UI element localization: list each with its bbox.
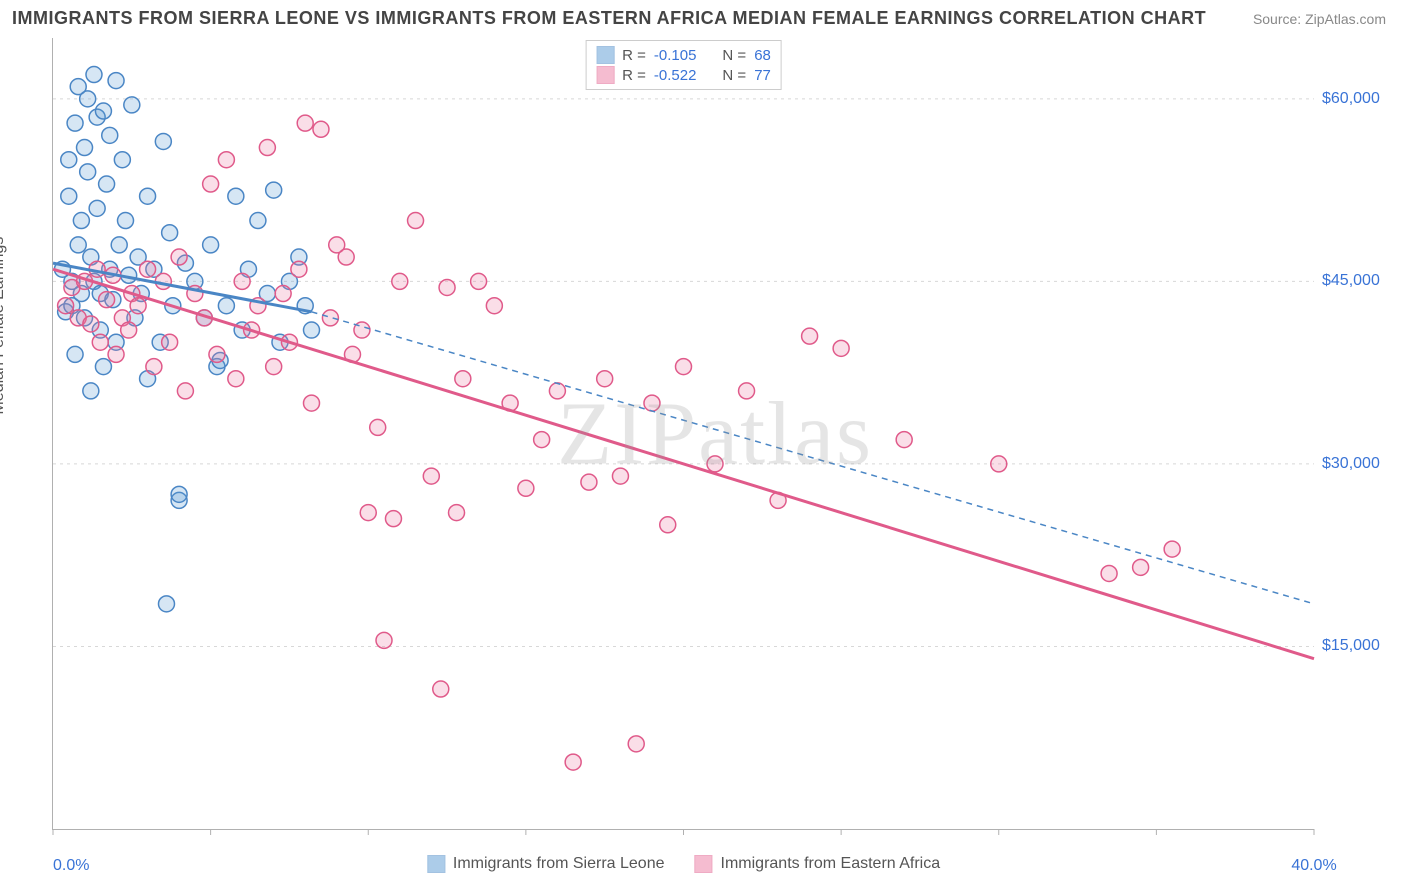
x-max-label: 40.0%: [1291, 857, 1336, 875]
swatch-icon: [596, 46, 614, 64]
plot-area: ZIPatlas R = -0.105 N = 68 R = -0.522 N …: [52, 38, 1314, 830]
x-min-label: 0.0%: [53, 857, 89, 875]
series-label: Immigrants from Eastern Africa: [721, 855, 941, 873]
legend-row: R = -0.105 N = 68: [596, 45, 771, 65]
legend-item: Immigrants from Eastern Africa: [695, 855, 941, 873]
swatch-icon: [427, 855, 445, 873]
y-tick-label: $30,000: [1322, 455, 1380, 473]
swatch-icon: [596, 66, 614, 84]
legend-item: Immigrants from Sierra Leone: [427, 855, 665, 873]
chart-container: Median Female Earnings ZIPatlas R = -0.1…: [12, 38, 1394, 880]
swatch-icon: [695, 855, 713, 873]
r-value: -0.522: [654, 67, 697, 84]
y-axis-title: Median Female Earnings: [0, 237, 8, 415]
n-value: 77: [754, 67, 771, 84]
r-value: -0.105: [654, 47, 697, 64]
series-label: Immigrants from Sierra Leone: [453, 855, 665, 873]
n-label: N =: [722, 67, 746, 84]
n-value: 68: [754, 47, 771, 64]
legend-row: R = -0.522 N = 77: [596, 65, 771, 85]
series-legend: Immigrants from Sierra Leone Immigrants …: [427, 855, 940, 873]
n-label: N =: [722, 47, 746, 64]
chart-title: IMMIGRANTS FROM SIERRA LEONE VS IMMIGRAN…: [12, 8, 1206, 29]
y-tick-label: $15,000: [1322, 637, 1380, 655]
y-tick-label: $60,000: [1322, 90, 1380, 108]
y-tick-label: $45,000: [1322, 272, 1380, 290]
r-label: R =: [622, 67, 646, 84]
source-label: Source: ZipAtlas.com: [1253, 11, 1386, 27]
correlation-legend: R = -0.105 N = 68 R = -0.522 N = 77: [585, 40, 782, 90]
trend-line-layer: [53, 38, 1314, 829]
r-label: R =: [622, 47, 646, 64]
